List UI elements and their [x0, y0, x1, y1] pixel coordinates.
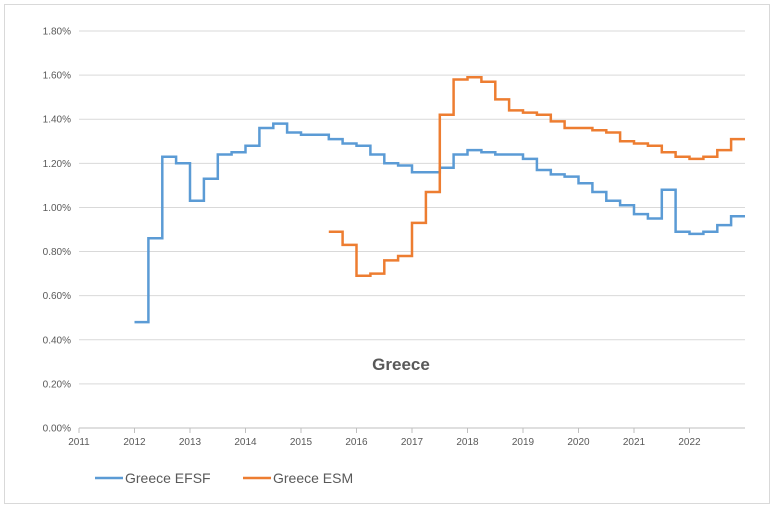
x-tick-label: 2013 — [179, 437, 202, 448]
series-lines — [134, 76, 745, 324]
chart-frame — [4, 4, 770, 504]
y-tick-label: 1.00% — [43, 203, 71, 214]
y-tick-label: 0.20% — [43, 379, 71, 390]
x-tick-label: 2019 — [512, 437, 535, 448]
y-tick-label: 1.60% — [43, 71, 71, 82]
y-tick-label: 1.40% — [43, 115, 71, 126]
x-tick-label: 2017 — [401, 437, 424, 448]
x-tick-label: 2016 — [345, 437, 368, 448]
chart-title: Greece — [372, 355, 430, 374]
x-tick-label: 2012 — [123, 437, 146, 448]
y-tick-label: 1.80% — [43, 27, 71, 38]
x-tick-label: 2021 — [623, 437, 646, 448]
series-line-esm — [328, 76, 745, 278]
y-tick-label: 0.60% — [43, 291, 71, 302]
y-tick-label: 0.00% — [43, 424, 71, 435]
y-axis: 0.00% 0.20% 0.40% 0.60% 0.80% 1.00% 1.20% 1.40%… — [43, 27, 71, 435]
x-tick-label: 2022 — [678, 437, 701, 448]
x-tick-label: 2015 — [290, 437, 313, 448]
x-tick-label: 2011 — [68, 437, 90, 448]
x-tick-label: 2020 — [567, 437, 590, 448]
legend-label: Greece ESM — [273, 470, 353, 486]
legend-label: Greece EFSF — [125, 470, 211, 486]
x-tick-label: 2018 — [456, 437, 479, 448]
x-tick-label: 2014 — [234, 437, 257, 448]
x-axis: 2011 2012 2013 2014 2015 2016 2017 2018 2019 2020… — [68, 427, 745, 448]
legend: Greece EFSF Greece ESM — [95, 470, 353, 486]
y-tick-label: 1.20% — [43, 159, 71, 170]
y-tick-label: 0.80% — [43, 247, 71, 258]
y-tick-label: 0.40% — [43, 335, 71, 346]
gridlines — [79, 30, 745, 385]
